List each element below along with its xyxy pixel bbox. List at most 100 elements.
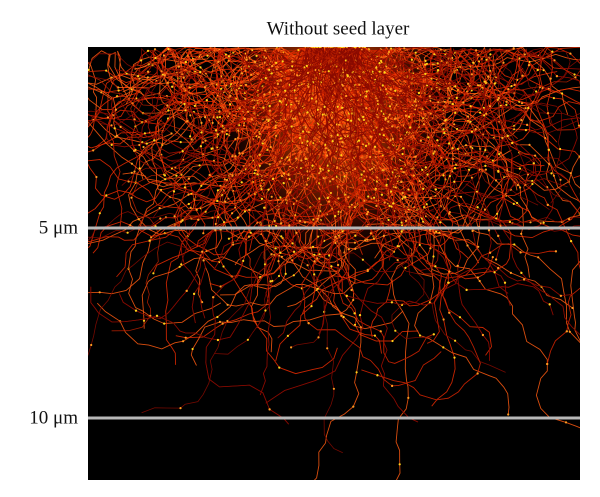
collision-point	[483, 208, 487, 211]
trajectory	[110, 47, 336, 178]
collision-point	[587, 108, 589, 110]
collision-point	[424, 63, 427, 66]
collision-point	[552, 174, 556, 177]
collision-point	[44, 153, 46, 155]
collision-point	[401, 197, 404, 200]
collision-point	[587, 149, 589, 151]
collision-point	[353, 312, 356, 315]
trajectory	[152, 47, 347, 96]
collision-point	[453, 123, 456, 126]
collision-point	[442, 174, 445, 177]
collision-point	[198, 164, 201, 167]
collision-point	[229, 94, 232, 97]
collision-point	[400, 167, 403, 170]
collision-point	[224, 200, 227, 203]
collision-point	[134, 309, 138, 312]
collision-point	[404, 195, 407, 199]
collision-point	[512, 202, 515, 205]
collision-point	[438, 88, 441, 91]
collision-point	[529, 221, 532, 224]
collision-point	[137, 75, 140, 78]
collision-point	[485, 112, 488, 115]
collision-point	[347, 248, 350, 251]
collision-point	[433, 53, 436, 56]
collision-point	[294, 117, 297, 120]
collision-point	[306, 264, 309, 267]
collision-point	[526, 123, 529, 126]
collision-point	[467, 168, 471, 171]
collision-point	[424, 72, 427, 75]
collision-point	[527, 64, 531, 67]
collision-point	[369, 155, 372, 159]
collision-point	[586, 209, 588, 211]
collision-point	[573, 73, 576, 76]
collision-point	[421, 168, 424, 171]
collision-point	[330, 191, 333, 195]
collision-point	[290, 125, 293, 128]
collision-point	[345, 94, 348, 98]
collision-point	[318, 47, 321, 49]
collision-point	[326, 347, 329, 350]
collision-point	[405, 114, 408, 117]
collision-point	[402, 196, 405, 199]
collision-point	[152, 272, 155, 275]
collision-point	[454, 111, 457, 114]
collision-point	[162, 54, 166, 57]
collision-point	[389, 190, 392, 193]
trajectory	[88, 47, 349, 242]
trajectory	[241, 47, 319, 207]
collision-point	[227, 237, 230, 240]
collision-point	[464, 144, 468, 147]
collision-point	[508, 220, 511, 223]
collision-point	[554, 250, 558, 253]
collision-point	[98, 291, 101, 294]
collision-point	[246, 110, 250, 113]
collision-point	[220, 87, 223, 90]
collision-point	[316, 217, 319, 220]
collision-point	[189, 206, 192, 209]
collision-point	[577, 124, 580, 127]
trajectory	[139, 47, 310, 319]
collision-point	[326, 154, 329, 157]
collision-point	[474, 128, 477, 131]
collision-point	[476, 276, 479, 279]
collision-point	[204, 116, 207, 119]
collision-point	[313, 47, 316, 49]
collision-point	[292, 274, 295, 277]
trajectory	[358, 47, 580, 99]
collision-point	[327, 70, 330, 73]
collision-point	[520, 119, 523, 122]
collision-point	[350, 288, 353, 292]
collision-point	[323, 47, 326, 49]
trajectory	[143, 47, 318, 174]
collision-point	[316, 108, 319, 111]
collision-point	[553, 59, 556, 62]
collision-point	[337, 263, 340, 267]
collision-point	[149, 314, 152, 317]
collision-point	[521, 74, 524, 77]
collision-point	[358, 314, 362, 317]
collision-point	[447, 281, 450, 284]
collision-point	[424, 59, 427, 63]
collision-point	[453, 356, 456, 359]
collision-point	[384, 117, 387, 120]
trajectory	[311, 47, 481, 401]
collision-point	[46, 243, 48, 245]
collision-point	[391, 125, 394, 128]
collision-point	[369, 135, 372, 138]
collision-point	[300, 159, 303, 162]
collision-point	[358, 83, 361, 86]
collision-point	[364, 239, 367, 242]
collision-point	[308, 490, 310, 492]
collision-point	[570, 240, 573, 243]
trajectory	[292, 47, 562, 204]
collision-point	[513, 243, 516, 246]
collision-point	[535, 90, 538, 93]
collision-point	[355, 371, 358, 374]
collision-point	[484, 164, 487, 167]
collision-point	[519, 251, 522, 254]
collision-point	[270, 253, 273, 256]
collision-point	[516, 201, 519, 205]
collision-point	[180, 263, 183, 266]
collision-point	[288, 177, 291, 181]
